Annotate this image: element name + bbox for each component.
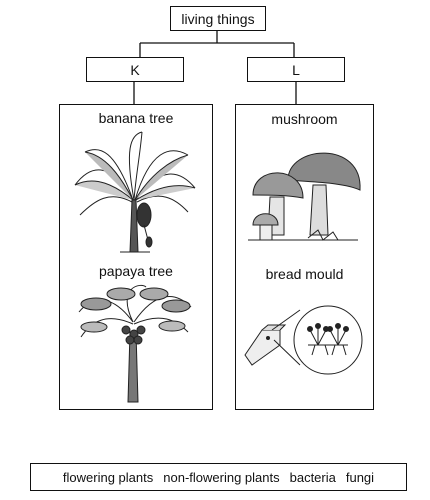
banana-tree-image — [74, 131, 196, 253]
option-bacteria: bacteria — [289, 469, 336, 485]
mushroom-image — [248, 152, 361, 241]
mushroom-label: mushroom — [271, 111, 338, 127]
options-box: flowering plants non-flowering plants ba… — [30, 463, 407, 491]
group-l-label: L — [292, 61, 300, 78]
option-fungi: fungi — [345, 469, 375, 485]
group-k-node: K — [86, 57, 184, 82]
papaya-tree-label: papaya tree — [99, 263, 173, 279]
group-k-label: K — [130, 61, 140, 78]
option-flowering-plants: flowering plants — [62, 469, 154, 485]
banana-tree-label: banana tree — [98, 110, 174, 126]
option-non-flowering-plants: non-flowering plants — [163, 469, 280, 485]
bread-mould-image — [244, 305, 363, 375]
group-l-node: L — [247, 57, 345, 82]
root-label: living things — [181, 10, 255, 27]
root-node: living things — [170, 6, 266, 31]
papaya-tree-image — [78, 284, 192, 403]
bread-mould-label: bread mould — [265, 266, 344, 282]
